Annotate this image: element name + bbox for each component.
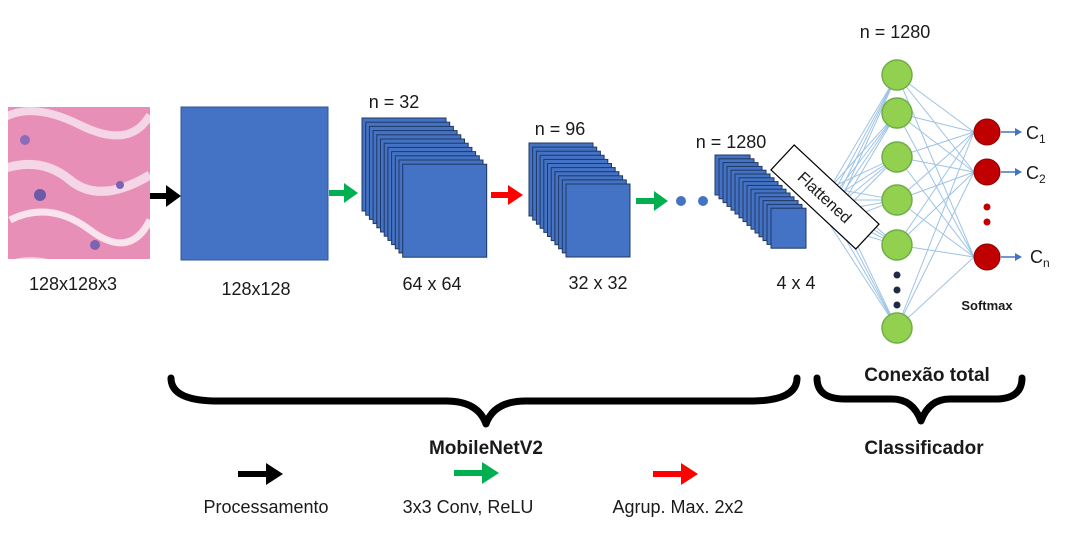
layer-3-filter-count: n = 96 [535, 119, 586, 139]
layer-4x4-stack [714, 154, 807, 249]
layer-4-filter-count: n = 1280 [696, 132, 767, 152]
legend-processing-arrow [238, 463, 283, 485]
fc-section-label: Conexão total [864, 365, 990, 386]
hidden-node [881, 184, 913, 216]
classifier-brace [813, 374, 1026, 425]
fc-connection-line [896, 131, 975, 201]
fc-connection-line [896, 112, 975, 173]
layer-64x64-stack [361, 117, 488, 258]
backbone-label: MobileNetV2 [429, 438, 543, 459]
output-node [973, 118, 1001, 146]
fc-connection-line [896, 156, 975, 258]
legend: Processamento 3x3 Conv, ReLU Agrup. Max.… [203, 462, 744, 517]
layer-2-filter-count: n = 32 [369, 92, 420, 112]
class-n-label: Cn [1030, 247, 1050, 270]
fc-node-count: n = 1280 [860, 22, 931, 42]
fc-connection-line [896, 112, 975, 258]
legend-processing-label: Processamento [203, 497, 328, 517]
hidden-node [881, 97, 913, 129]
conv-arrow-1 [329, 183, 358, 203]
softmax-label: Softmax [961, 298, 1013, 313]
hidden-node [881, 312, 913, 344]
layer-3-feature-map [565, 183, 631, 258]
layer-3-size-label: 32 x 32 [568, 273, 627, 293]
fc-connection-line [896, 171, 975, 246]
layer-2-feature-map [402, 163, 488, 258]
fc-connection-line [829, 74, 898, 189]
layer-4-size-label: 4 x 4 [776, 273, 815, 293]
fc-connection-line [829, 74, 898, 201]
class-2-label: C2 [1026, 163, 1046, 186]
fc-connection-line [896, 256, 975, 329]
input-image [8, 107, 150, 259]
classifier-label: Classificador [864, 438, 984, 459]
fc-connection-line [896, 199, 975, 258]
output-ellipsis-dot-2 [983, 218, 991, 226]
output-arrow-head [1015, 253, 1022, 261]
processing-arrow [150, 185, 181, 207]
fc-connection-line [896, 74, 975, 173]
legend-maxpool-label: Agrup. Max. 2x2 [612, 497, 743, 517]
output-nodes [973, 118, 1001, 271]
fc-connection-line [829, 112, 898, 201]
layer-32x32-stack [528, 142, 631, 258]
maxpool-arrow [491, 185, 523, 205]
fc-connection-line [829, 112, 898, 189]
fc-hidden-nodes [881, 59, 913, 344]
output-arrow-head [1015, 168, 1022, 176]
legend-conv-arrow [454, 462, 499, 484]
layer-1-size-label: 128x128 [221, 279, 290, 299]
output-arrows [1001, 128, 1022, 261]
hidden-node [881, 59, 913, 91]
layer-4-feature-map [770, 207, 807, 249]
output-ellipsis-dot-1 [983, 203, 991, 211]
fc-connection-line [896, 131, 975, 246]
fc-connection-line [829, 224, 898, 329]
class-1-label: C1 [1026, 123, 1046, 146]
layer-128x128 [180, 106, 329, 261]
fc-connection-line [896, 131, 975, 329]
input-image-label: 128x128x3 [29, 274, 117, 294]
backbone-brace [167, 374, 801, 428]
legend-conv-label: 3x3 Conv, ReLU [403, 497, 534, 517]
hidden-node [881, 229, 913, 261]
output-arrow-head [1015, 128, 1022, 136]
hidden-ellipsis-dot-1 [893, 271, 901, 279]
ellipsis-dot-2 [698, 196, 708, 206]
hidden-ellipsis-dot-2 [893, 286, 901, 294]
ellipsis-dot-1 [676, 196, 686, 206]
fc-connection-line [896, 171, 975, 329]
hidden-ellipsis-dot-3 [893, 301, 901, 309]
output-node [973, 158, 1001, 186]
legend-maxpool-arrow [653, 463, 698, 485]
layer-2-size-label: 64 x 64 [402, 274, 461, 294]
conv-arrow-2 [636, 191, 668, 211]
fc-connection-line [896, 74, 975, 133]
output-node [973, 243, 1001, 271]
hidden-node [881, 141, 913, 173]
